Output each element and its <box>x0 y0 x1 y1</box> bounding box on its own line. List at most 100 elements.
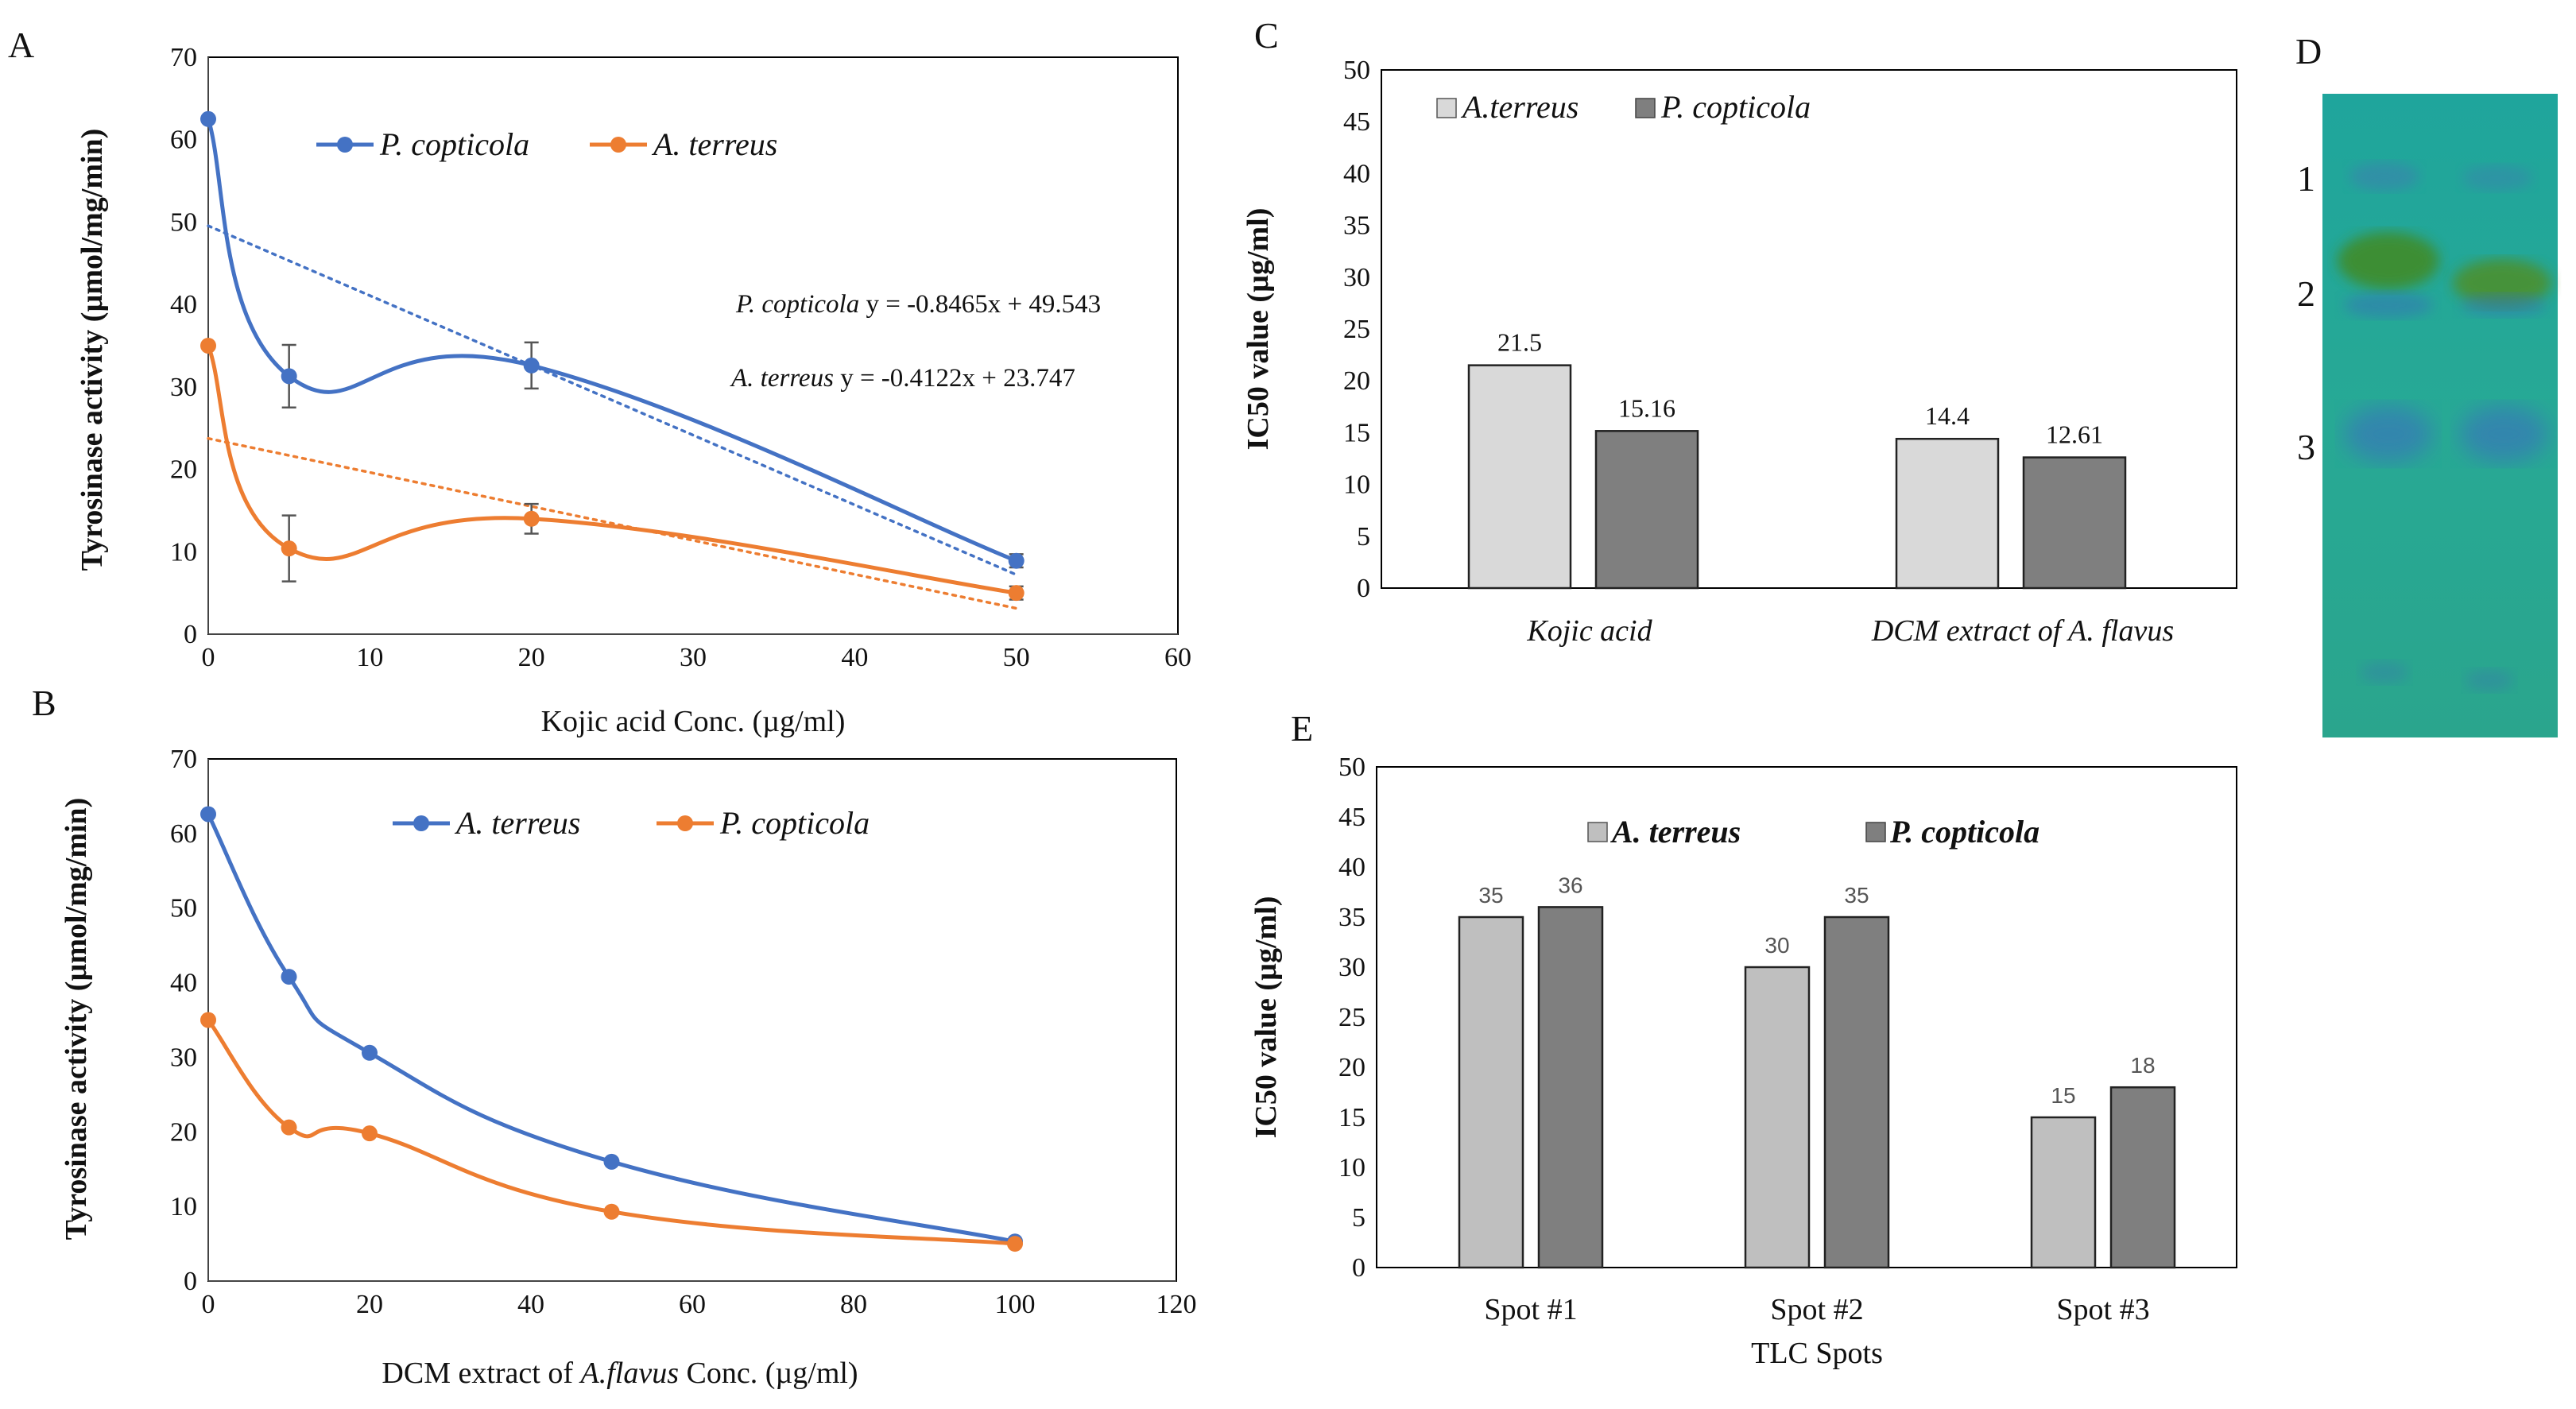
y-tick-label: 60 <box>170 819 197 849</box>
x-tick-label: 10 <box>356 643 383 672</box>
bar-1-0 <box>1594 430 1699 590</box>
bar-1-1 <box>2022 456 2127 590</box>
y-tick-label: 15 <box>1343 418 1370 447</box>
legend-c: A.terreus P. copticola <box>1436 89 1811 125</box>
data-point-1 <box>281 1119 297 1136</box>
legend-label-a-0: P. copticola <box>379 126 529 162</box>
trendline-equation-a-1: A. terreus y = -0.4122x + 23.747 <box>730 364 1075 393</box>
category-label-e-2: Spot #3 <box>2056 1293 2149 1326</box>
y-tick-label: 60 <box>170 126 197 155</box>
data-label: 36 <box>1558 873 1582 897</box>
y-tick-label: 35 <box>1338 903 1365 932</box>
y-tick-label: 50 <box>1343 56 1370 85</box>
data-point-1 <box>523 510 540 527</box>
data-point-1 <box>1008 585 1025 602</box>
legend-label-c-1: P. copticola <box>1660 89 1811 125</box>
x-tick-label: 100 <box>995 1290 1036 1319</box>
legend-marker-a-1 <box>610 137 626 153</box>
legend-label-e-1: P. copticola <box>1889 814 2039 850</box>
x-axis-title-b: DCM extract of A.flavus Conc. (µg/ml) <box>382 1357 858 1390</box>
tlc-spot-1-lane-1 <box>2349 162 2419 191</box>
y-tick-label: 35 <box>1343 211 1370 241</box>
legend-e: A. terreus P. copticola <box>1587 814 2039 850</box>
series-b <box>200 806 1023 1252</box>
x-tick-label: 30 <box>680 643 707 672</box>
tlc-spot-origin-lane-1 <box>2361 661 2408 683</box>
panel-label-e: E <box>1291 708 1313 749</box>
y-tick-label: 30 <box>1338 953 1365 982</box>
x-tick-labels-b: 0 20 40 60 80 100 120 <box>202 1290 1197 1319</box>
y-tick-labels-a: 0 10 20 30 40 50 60 70 <box>170 43 197 649</box>
data-point-0 <box>603 1153 620 1170</box>
data-point-0 <box>281 368 297 385</box>
x-tick-label: 40 <box>841 643 868 672</box>
y-tick-label: 0 <box>1357 574 1370 603</box>
legend-marker-b-0 <box>413 815 429 831</box>
legend-swatch-c-0 <box>1436 98 1457 118</box>
plot-frame-c <box>1381 69 2237 589</box>
category-label-e-1: Spot #2 <box>1770 1293 1863 1326</box>
tlc-spot-2-lane-2 <box>2453 259 2551 307</box>
panel-b: B 0 10 20 30 40 50 60 70 0 20 40 60 80 100 120 Tyrosi… <box>32 683 1197 1390</box>
x-tick-label: 60 <box>1164 643 1191 672</box>
x-axis-title-a: Kojic acid Conc. (µg/ml) <box>541 705 846 738</box>
data-point-0 <box>281 969 297 985</box>
data-label: 14.4 <box>1925 401 1970 430</box>
y-tick-label: 50 <box>170 894 197 923</box>
y-tick-label: 70 <box>170 43 197 72</box>
y-tick-label: 30 <box>1343 263 1370 292</box>
category-label-e-0: Spot #1 <box>1484 1293 1577 1326</box>
x-tick-label: 20 <box>356 1290 383 1319</box>
trendline-0 <box>207 224 1018 576</box>
tlc-spots <box>2338 162 2551 691</box>
data-point-1 <box>200 338 216 354</box>
y-tick-label: 5 <box>1357 522 1370 552</box>
tlc-spot-3-lane-1 <box>2344 405 2433 463</box>
panel-label-c: C <box>1254 15 1279 56</box>
bar-0-0 <box>1467 364 1572 590</box>
panel-label-b: B <box>32 683 56 723</box>
x-tick-label: 0 <box>202 1290 215 1319</box>
tlc-spot-1-lane-2 <box>2462 165 2532 191</box>
data-label: 15.16 <box>1618 393 1675 422</box>
y-tick-label: 20 <box>1338 1053 1365 1082</box>
y-tick-label: 40 <box>170 969 197 998</box>
bar-0-0 <box>1458 915 1524 1269</box>
x-tick-label: 0 <box>202 643 215 672</box>
series-a <box>200 110 1025 602</box>
y-tick-label: 40 <box>170 290 197 319</box>
x-tick-label: 40 <box>517 1290 544 1319</box>
category-label-c-0: Kojic acid <box>1526 614 1652 648</box>
y-tick-label: 10 <box>1338 1153 1365 1183</box>
bar-1-0 <box>1537 906 1604 1269</box>
y-tick-label: 50 <box>170 207 197 237</box>
trendlines-a <box>207 224 1018 610</box>
tlc-spot-label-1: 1 <box>2297 158 2315 199</box>
series-line-1 <box>207 1018 1016 1246</box>
series-line-0 <box>206 118 1017 563</box>
data-label: 12.61 <box>2046 420 2103 449</box>
data-label: 18 <box>2130 1053 2155 1078</box>
data-point-1 <box>603 1203 620 1220</box>
panel-e: E 0 5 10 15 20 25 30 35 40 45 50 IC50 value (µg/ml… <box>1249 708 2237 1370</box>
tlc-spot-2-lane-1 <box>2338 232 2439 289</box>
bar-1-2 <box>2109 1086 2176 1269</box>
y-tick-label: 10 <box>170 1192 197 1221</box>
y-tick-label: 15 <box>1338 1103 1365 1132</box>
plot-frame-b <box>207 758 1177 1282</box>
y-tick-label: 0 <box>1352 1253 1365 1283</box>
y-tick-label: 20 <box>1343 366 1370 396</box>
y-tick-label: 25 <box>1343 315 1370 344</box>
tlc-spot-label-3: 3 <box>2297 427 2315 467</box>
y-tick-labels-b: 0 10 20 30 40 50 60 70 <box>170 745 197 1296</box>
y-tick-label: 10 <box>170 537 197 567</box>
bars-e: 35 36 30 35 15 18 <box>1458 873 2176 1269</box>
tlc-spot-3-lane-2 <box>2459 405 2548 463</box>
legend-label-a-1: A. terreus <box>651 126 777 162</box>
y-tick-label: 70 <box>170 745 197 774</box>
bar-0-1 <box>1744 966 1811 1269</box>
legend-marker-a-0 <box>337 137 353 153</box>
x-tick-label: 80 <box>840 1290 867 1319</box>
data-label: 15 <box>2051 1083 2075 1108</box>
